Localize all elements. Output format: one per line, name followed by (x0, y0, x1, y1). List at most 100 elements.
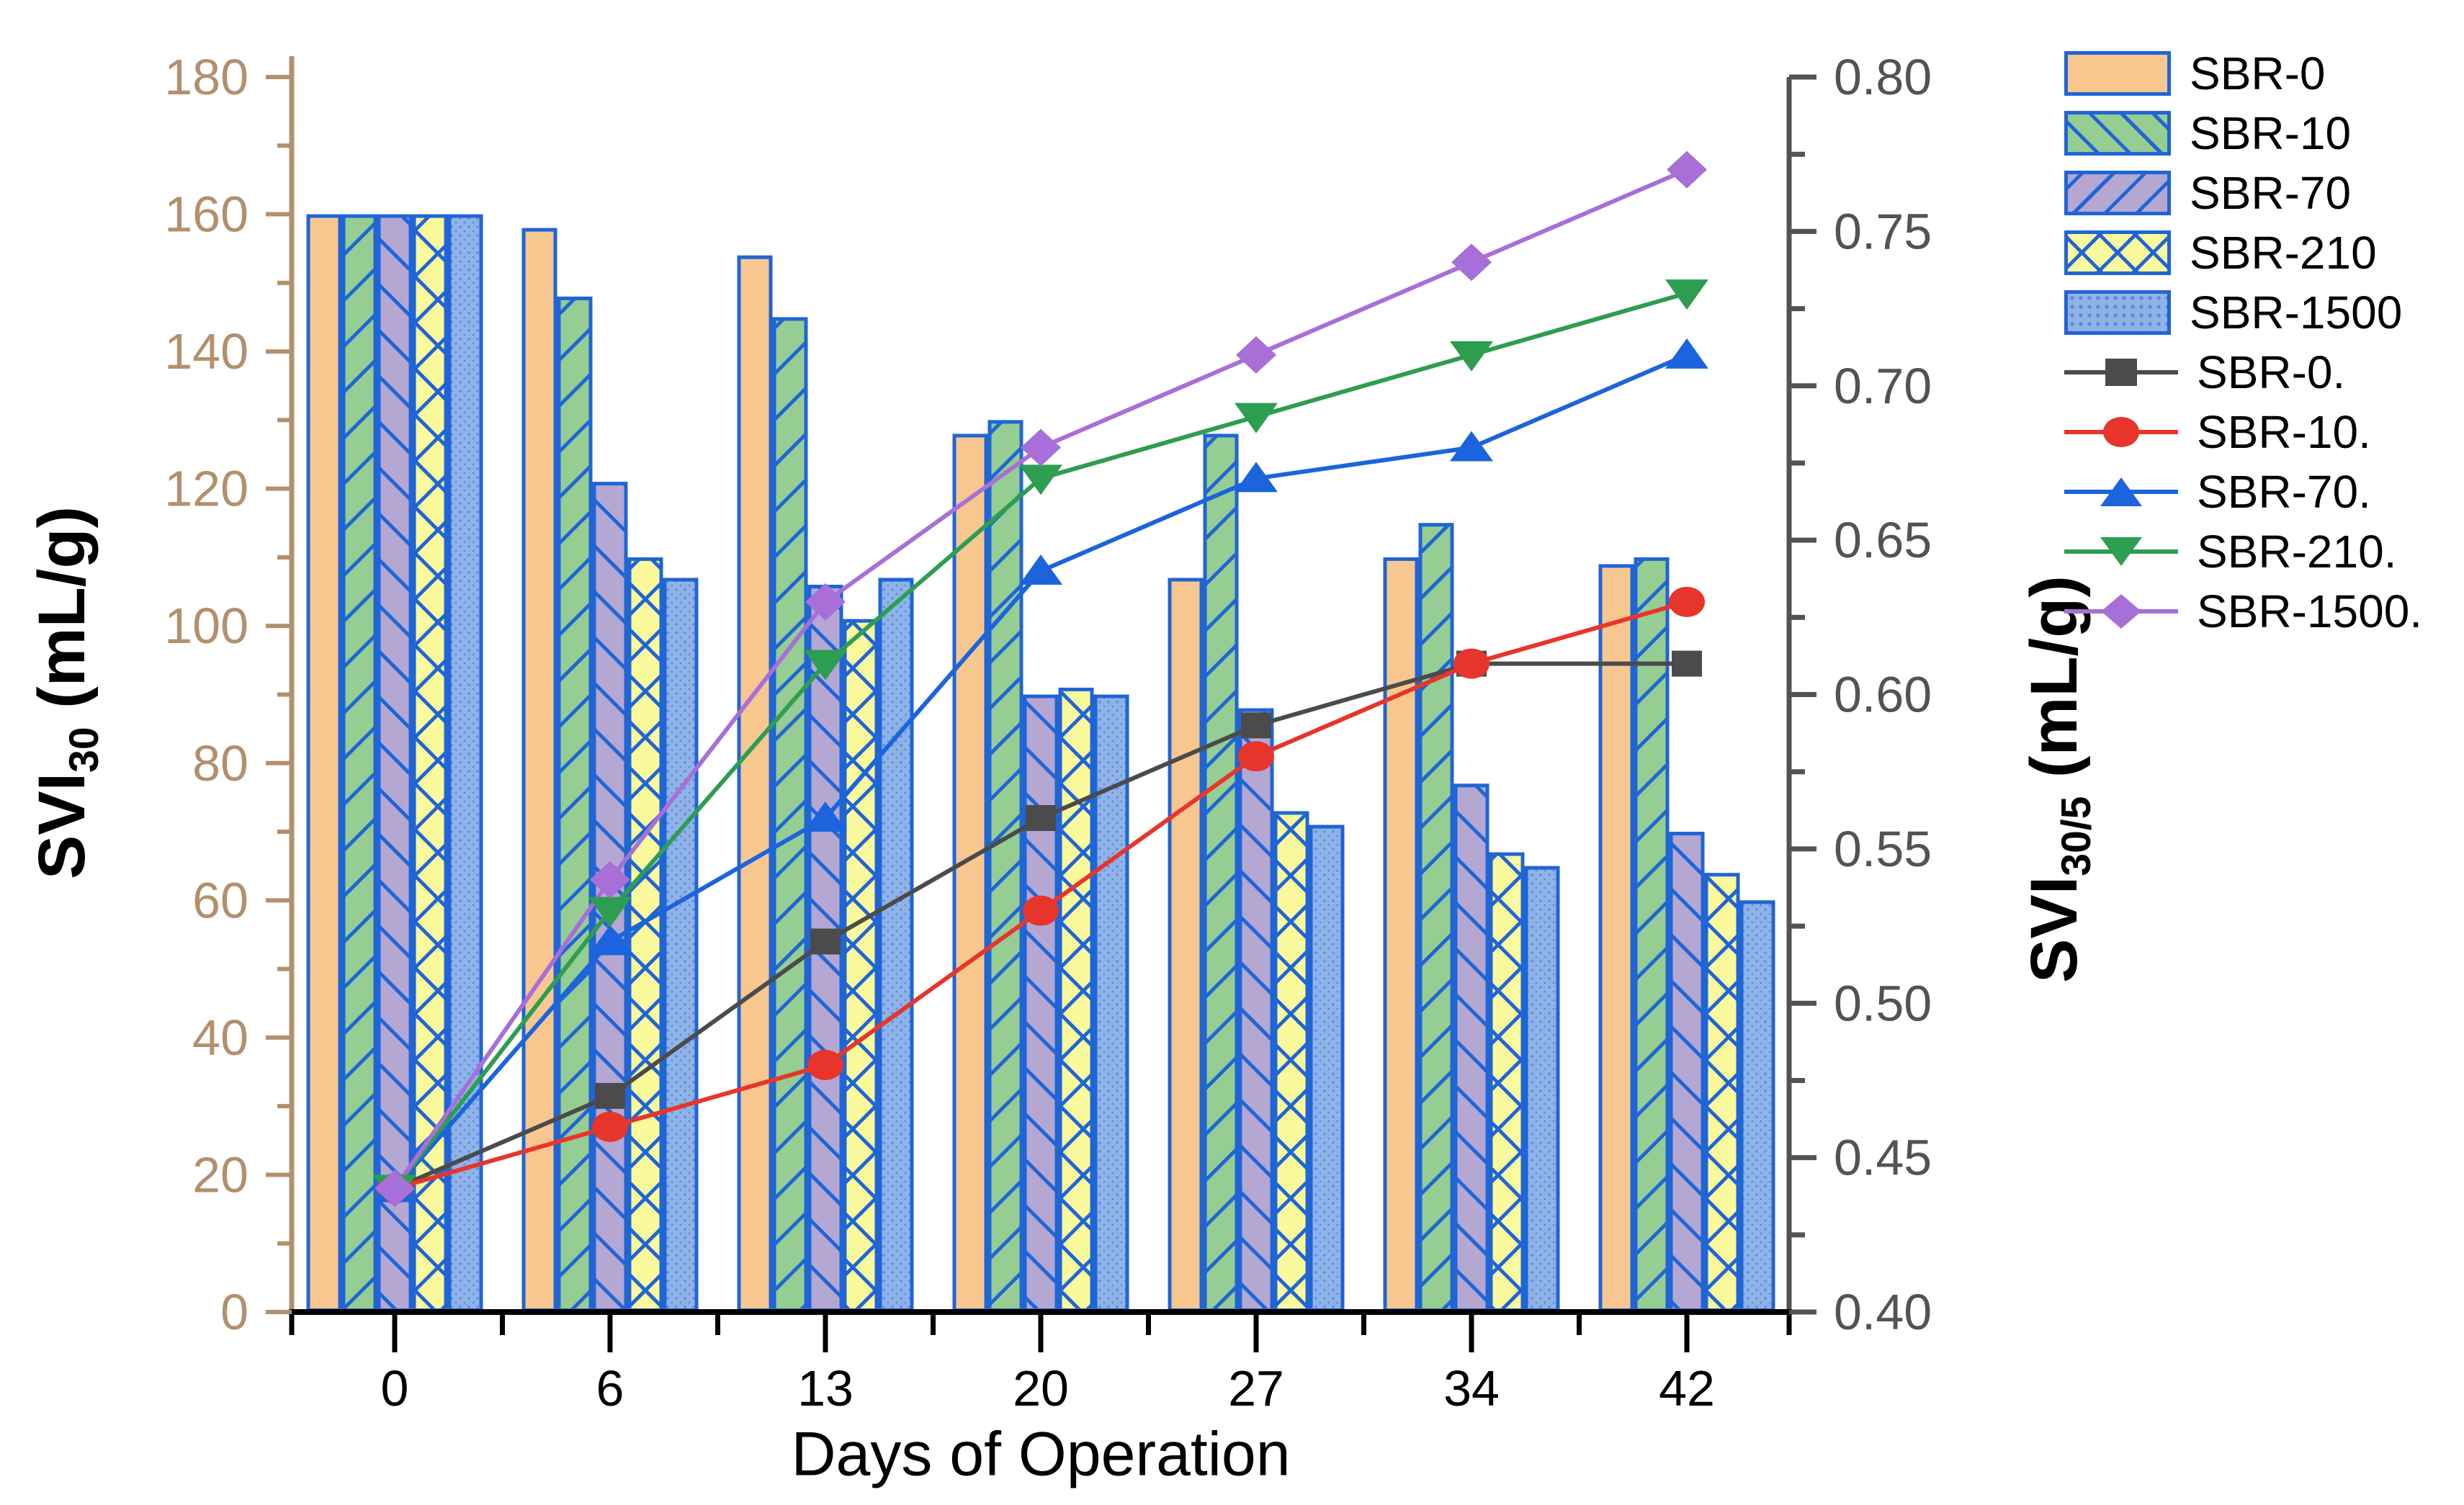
marker-circle (1238, 741, 1274, 772)
left-axis-title-prefix: SVI (24, 772, 99, 880)
marker-triangle-down (1235, 403, 1278, 433)
marker-diamond (1667, 150, 1707, 189)
bar-hatch (843, 619, 879, 1312)
left-axis-title-subscript: 30 (61, 727, 108, 773)
legend-item-sbr-210-line: SBR-210. (2064, 526, 2422, 578)
bar-hatch (1669, 832, 1705, 1312)
legend-label: SBR-70 (2190, 167, 2352, 219)
marker-triangle-up (1235, 462, 1278, 493)
legend-line-diamond-icon (2064, 585, 2178, 637)
marker-circle (592, 1111, 628, 1142)
x-tick-label: 13 (797, 1360, 854, 1416)
legend-item-sbr-10: SBR-10 (2064, 107, 2422, 159)
left-tick-label: 20 (192, 1146, 248, 1203)
left-tick-label: 100 (164, 598, 248, 654)
bar-hatch (987, 420, 1023, 1312)
right-tick-label: 0.70 (1834, 358, 1932, 414)
legend-item-sbr-0: SBR-0 (2064, 48, 2422, 99)
legend-item-sbr-210: SBR-210 (2064, 227, 2422, 279)
legend-item-sbr-1500: SBR-1500 (2064, 287, 2422, 338)
bar-SBR-0-day0 (306, 214, 342, 1312)
legend: SBR-0 SBR-10 SBR-70 SBR-210 SBR-1500 SBR… (2064, 48, 2422, 637)
legend-line-triangle-down-icon (2064, 526, 2178, 578)
bar-hatch (1634, 557, 1670, 1312)
legend-label: SBR-10 (2190, 107, 2352, 159)
legend-item-sbr-70: SBR-70 (2064, 167, 2422, 219)
marker-triangle-down (804, 650, 847, 680)
bar-hatch (663, 578, 699, 1312)
bar-SBR-0-day34 (1383, 557, 1419, 1312)
marker-diamond (590, 861, 630, 899)
x-tick-label: 42 (1659, 1360, 1715, 1416)
right-tick-label: 0.45 (1834, 1130, 1932, 1186)
bar-hatch (1418, 523, 1454, 1312)
x-tick-label: 0 (381, 1360, 409, 1416)
right-tick-label: 0.80 (1834, 49, 1932, 105)
bars-layer (306, 214, 1775, 1313)
marker-triangle-up (804, 801, 847, 832)
right-tick-label: 0.75 (1834, 203, 1932, 259)
legend-label: SBR-10. (2197, 406, 2371, 458)
bar-hatch (1273, 811, 1309, 1312)
bar-hatch (1023, 694, 1059, 1312)
bar-hatch (1453, 783, 1489, 1312)
left-tick-label: 140 (164, 323, 248, 379)
bar-hatch (1238, 708, 1274, 1312)
marker-diamond (805, 583, 846, 621)
legend-label: SBR-210. (2197, 526, 2397, 578)
marker-triangle-down (1665, 279, 1708, 310)
right-tick-label: 0.55 (1834, 821, 1932, 877)
bar-hatch (1203, 433, 1239, 1312)
marker-square (1672, 650, 1702, 677)
left-axis-title-suffix: (mL/g) (24, 506, 99, 727)
bar-hatch (627, 557, 663, 1312)
marker-circle (1669, 586, 1705, 617)
legend-item-sbr-0-line: SBR-0. (2064, 346, 2422, 398)
bar-hatch (1093, 694, 1129, 1312)
x-axis-title: Days of Operation (791, 1419, 1291, 1489)
right-axis-title-prefix: SVI (2017, 876, 2091, 983)
legend-label: SBR-70. (2197, 466, 2371, 518)
marker-triangle-up (1665, 338, 1708, 369)
left-tick-label: 80 (192, 735, 248, 791)
marker-triangle-up (1019, 554, 1062, 585)
marker-circle (1453, 648, 1489, 679)
x-tick-label: 6 (596, 1360, 624, 1416)
marker-circle (1023, 895, 1059, 926)
marker-diamond (1451, 243, 1492, 282)
bar-hatch (1309, 825, 1345, 1312)
left-axis-title: SVI30 (mL/g) (24, 506, 108, 879)
right-tick-label: 0.40 (1834, 1284, 1932, 1340)
legend-label: SBR-1500. (2197, 585, 2423, 637)
x-tick-label: 34 (1443, 1360, 1500, 1416)
axes-layer: 0204060801001201401601800.400.450.500.55… (164, 49, 1932, 1416)
marker-diamond (375, 1169, 415, 1208)
marker-diamond (1236, 336, 1276, 374)
marker-square (810, 928, 841, 955)
legend-label: SBR-0 (2190, 48, 2326, 99)
bar-hatch (377, 214, 413, 1312)
marker-triangle-up (588, 925, 632, 956)
markers-layer (373, 150, 1708, 1208)
legend-label: SBR-1500 (2190, 287, 2403, 338)
bar-hatch (557, 296, 593, 1312)
legend-swatch-sbr-70-icon (2064, 171, 2171, 215)
legend-item-sbr-70-line: SBR-70. (2064, 466, 2422, 518)
marker-square (1026, 805, 1056, 831)
marker-triangle-down (1019, 464, 1062, 495)
left-tick-label: 60 (192, 872, 248, 928)
right-tick-label: 0.50 (1834, 975, 1932, 1031)
legend-line-triangle-up-icon (2064, 466, 2178, 518)
right-axis-title-subscript: 30/5 (2053, 796, 2100, 876)
legend-item-sbr-1500-line: SBR-1500. (2064, 585, 2422, 637)
marker-circle (807, 1050, 843, 1080)
legend-line-circle-icon (2064, 406, 2178, 458)
marker-triangle-up (1450, 431, 1493, 462)
marker-square (1241, 712, 1271, 739)
bar-hatch (1058, 687, 1094, 1312)
bar-hatch (1739, 900, 1775, 1312)
left-tick-label: 40 (192, 1010, 248, 1066)
bar-SBR-0-day27 (1168, 578, 1204, 1312)
